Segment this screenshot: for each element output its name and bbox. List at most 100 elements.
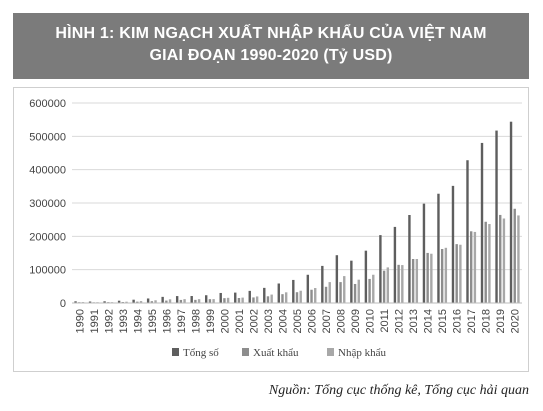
bar	[314, 288, 317, 303]
bar	[408, 215, 411, 303]
bar	[150, 301, 154, 303]
x-tick-label: 2014	[423, 309, 435, 333]
source-note: Nguồn: Tổng cục thống kê, Tổng cục hải q…	[268, 383, 529, 398]
bar	[469, 231, 473, 303]
bar	[139, 301, 143, 303]
bar	[255, 296, 259, 303]
bar	[364, 250, 368, 303]
bar	[499, 214, 502, 303]
bar	[353, 283, 357, 303]
bar	[125, 301, 128, 303]
bar	[466, 160, 469, 303]
legend-label: Tổng số	[183, 347, 219, 359]
x-tick-label: 1997	[176, 309, 188, 333]
bar	[321, 265, 324, 303]
chart-title-line-1: HÌNH 1: KIM NGẠCH XUẤT NHẬP KHẨU CỦA VIỆ…	[55, 25, 487, 42]
bar	[299, 290, 302, 303]
bar	[335, 255, 339, 303]
x-tick-label: 2019	[495, 309, 507, 333]
legend-label: Xuất khẩu	[253, 347, 299, 359]
x-tick-label: 2007	[321, 309, 333, 333]
bar	[401, 265, 404, 303]
bar	[310, 289, 313, 303]
bar	[154, 300, 157, 303]
bar	[295, 292, 299, 303]
bar	[422, 203, 426, 303]
bar	[357, 279, 360, 303]
bar	[237, 298, 241, 303]
bar	[183, 299, 186, 303]
bar	[266, 296, 270, 303]
legend-swatch	[172, 348, 179, 356]
bar	[241, 297, 244, 303]
y-tick-label: 300000	[29, 198, 66, 210]
x-tick-label: 2015	[437, 309, 449, 333]
bar	[161, 296, 164, 303]
bar	[397, 264, 400, 303]
x-tick-label: 1993	[118, 309, 130, 333]
bar	[426, 252, 429, 303]
bar	[324, 286, 328, 303]
bar	[88, 301, 92, 303]
bar	[281, 294, 284, 303]
x-tick-label: 2017	[466, 309, 478, 333]
bar	[179, 299, 183, 303]
y-tick-label: 200000	[29, 231, 66, 243]
bar	[248, 290, 251, 303]
bar	[484, 221, 487, 303]
bar	[219, 292, 222, 303]
y-tick-label: 400000	[29, 165, 66, 177]
bar	[451, 185, 455, 303]
x-tick-label: 2005	[292, 309, 304, 333]
bar	[502, 218, 506, 303]
bar	[277, 283, 280, 303]
bar	[208, 299, 212, 303]
x-tick-label: 2008	[336, 309, 348, 333]
bar	[372, 274, 375, 303]
x-tick-label: 1994	[132, 309, 144, 333]
bar	[509, 121, 513, 303]
bar	[74, 301, 77, 303]
bar	[103, 301, 106, 303]
x-tick-label: 2016	[452, 309, 464, 333]
bar	[197, 299, 201, 303]
bar-chart: 0 100000 200000 300000 400000 500000 600000 199…	[29, 98, 522, 359]
bar	[226, 297, 230, 303]
bar	[212, 299, 215, 303]
bar	[382, 270, 386, 303]
bar	[437, 193, 440, 303]
bar	[168, 299, 172, 303]
bar	[440, 249, 444, 303]
bar	[132, 299, 135, 303]
bar	[415, 259, 419, 303]
bar	[430, 253, 433, 303]
legend-swatch	[327, 348, 334, 356]
title-banner: HÌNH 1: KIM NGẠCH XUẤT NHẬP KHẨU CỦA VIỆ…	[13, 13, 529, 79]
y-tick-label: 100000	[29, 265, 66, 277]
x-tick-label: 1998	[190, 309, 202, 333]
bar	[270, 294, 273, 303]
x-tick-label: 1992	[103, 309, 115, 333]
x-tick-label: 2009	[350, 309, 362, 333]
x-tick-label: 2004	[278, 309, 290, 333]
bar	[306, 274, 310, 303]
chart-panel: 0 100000 200000 300000 400000 500000 600000 199…	[13, 87, 529, 372]
x-tick-label: 1999	[205, 309, 217, 333]
x-tick-label: 1996	[161, 309, 173, 333]
x-tick-label: 2020	[510, 309, 522, 333]
bar	[339, 282, 342, 303]
x-tick-label: 2002	[249, 309, 261, 333]
x-tick-label: 2001	[234, 309, 246, 333]
y-tick-label: 500000	[29, 131, 66, 143]
x-tick-label: 2012	[394, 309, 406, 333]
bar	[473, 231, 477, 303]
bar	[165, 300, 168, 303]
chart-title-line-2: GIAI ĐOẠN 1990-2020 (Tỷ USD)	[149, 47, 393, 64]
x-tick-label: 2000	[219, 309, 231, 333]
bar	[146, 298, 150, 303]
bar	[480, 142, 484, 303]
x-tick-label: 2006	[307, 309, 319, 333]
bar	[234, 292, 237, 303]
legend-swatch	[242, 348, 249, 356]
bar	[379, 235, 382, 303]
